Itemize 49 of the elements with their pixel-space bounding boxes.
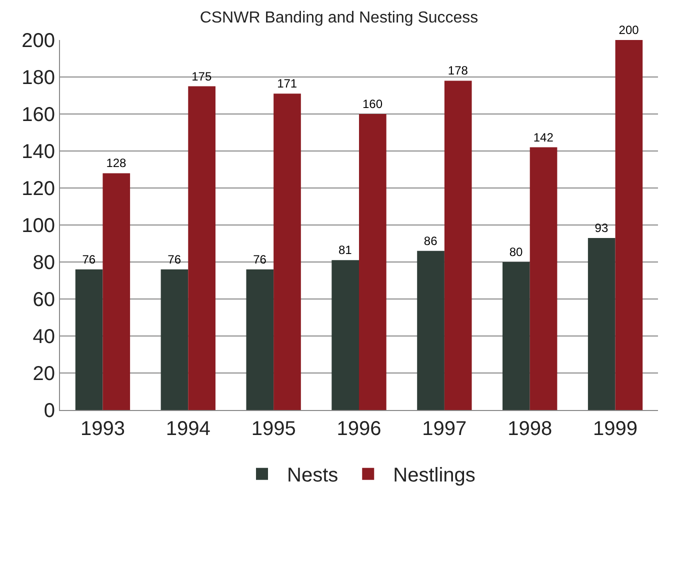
y-tick-label: 60 <box>32 289 55 311</box>
x-tick-label: 1993 <box>80 418 125 440</box>
y-tick-label: 40 <box>32 326 55 348</box>
bar <box>444 80 472 410</box>
y-tick-label: 140 <box>22 141 55 163</box>
data-label: 128 <box>106 156 127 170</box>
x-tick-label: 1999 <box>593 418 638 440</box>
x-tick-label: 1997 <box>422 418 467 440</box>
data-label: 142 <box>533 130 554 144</box>
y-tick-label: 100 <box>22 215 55 237</box>
x-tick-label: 1994 <box>166 418 210 440</box>
bar <box>75 269 103 410</box>
data-label: 171 <box>277 76 298 91</box>
data-label: 86 <box>424 234 438 248</box>
data-label: 200 <box>618 23 640 37</box>
bar <box>274 94 301 410</box>
x-tick-label: 1995 <box>251 418 296 440</box>
y-tick-label: 120 <box>22 178 55 200</box>
y-tick-label: 200 <box>22 30 55 52</box>
x-tick-label: 1996 <box>336 418 382 440</box>
data-label: 76 <box>168 252 182 266</box>
bar <box>502 262 530 410</box>
data-label: 160 <box>362 97 383 111</box>
y-tick-label: 0 <box>44 400 55 422</box>
legend-label: Nests <box>287 464 338 487</box>
data-label: 81 <box>338 243 352 258</box>
y-tick-label: 80 <box>32 252 55 274</box>
chart-title: CSNWR Banding and Nesting Success <box>200 9 478 26</box>
bar <box>188 86 216 410</box>
bar <box>588 238 616 410</box>
y-tick-label: 160 <box>22 104 55 126</box>
data-label: 76 <box>82 252 96 266</box>
bar <box>102 173 130 410</box>
y-tick-label: 20 <box>32 363 55 385</box>
y-tick-label: 180 <box>22 67 55 89</box>
legend-label: Nestlings <box>393 464 476 487</box>
bar <box>615 40 643 410</box>
data-label: 178 <box>448 64 468 78</box>
bar <box>332 260 359 410</box>
bar <box>246 269 274 410</box>
data-label: 175 <box>192 69 212 84</box>
data-label: 76 <box>253 252 267 266</box>
bar <box>359 114 386 410</box>
bar <box>530 147 558 410</box>
bar <box>417 250 444 410</box>
data-label: 80 <box>509 245 524 259</box>
data-label: 93 <box>594 220 608 235</box>
bar <box>160 269 188 410</box>
x-tick-label: 1998 <box>508 418 552 440</box>
